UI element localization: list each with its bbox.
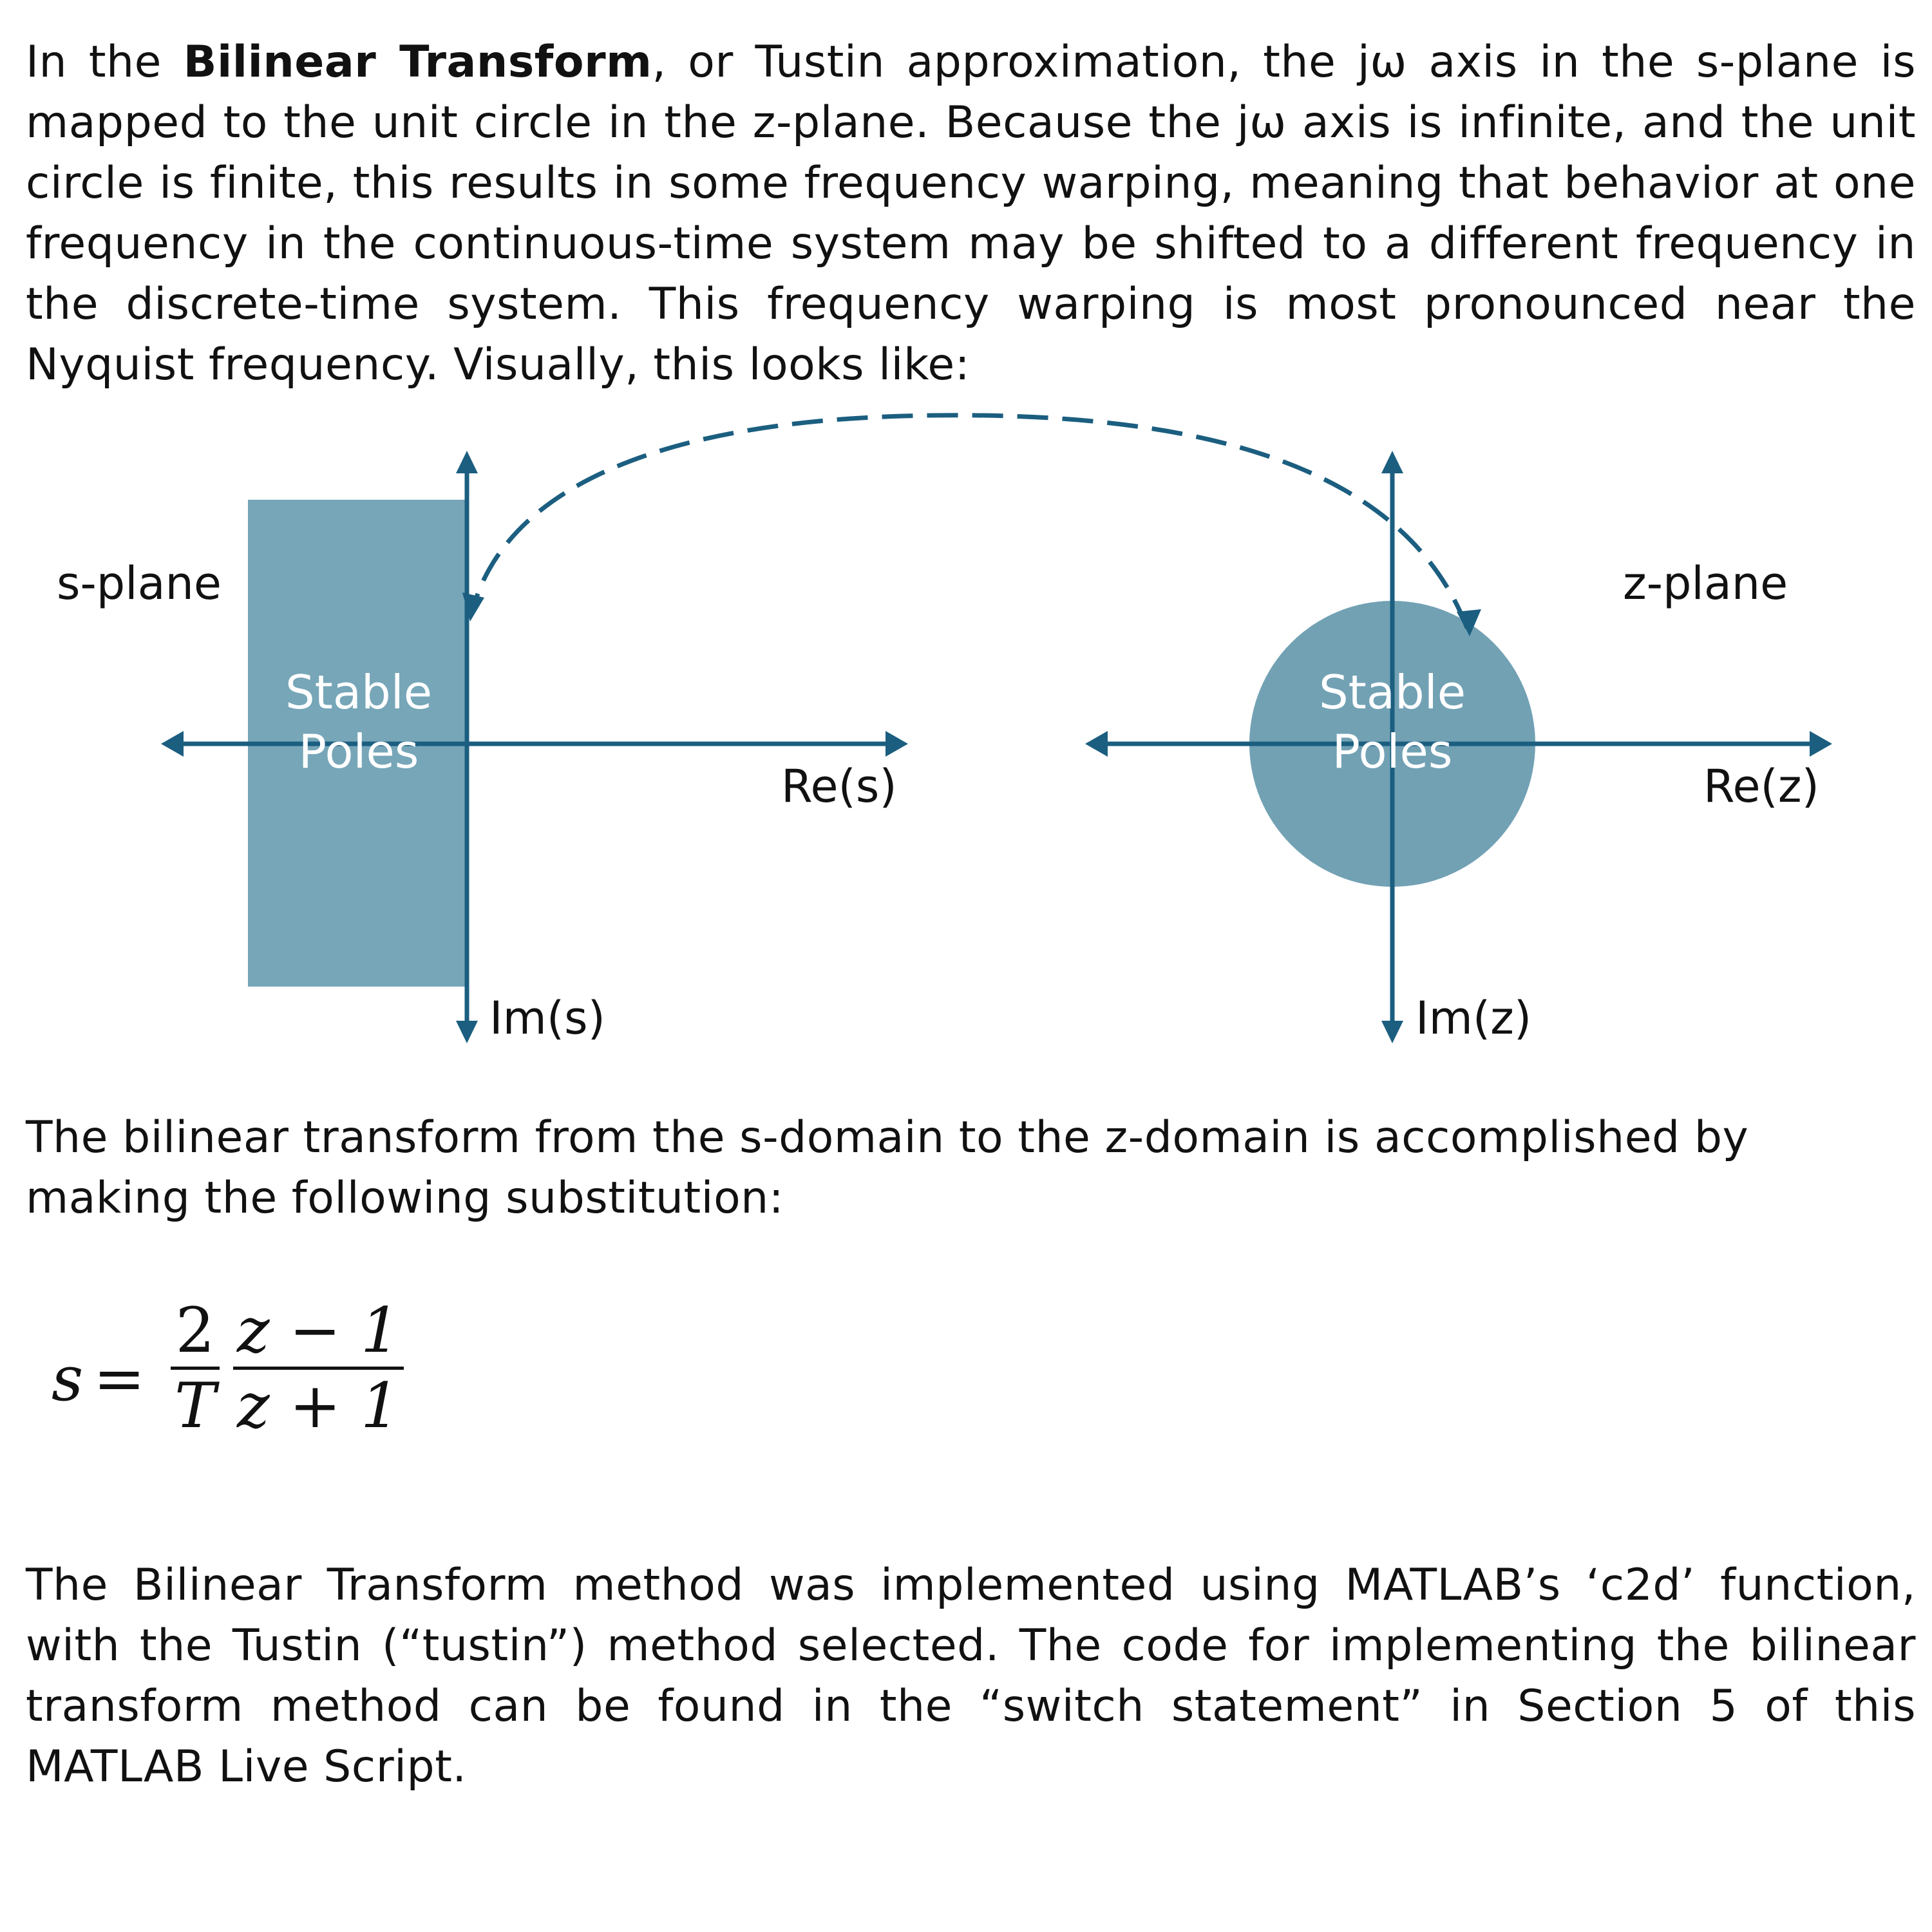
fraction-two-over-t: 2 T [171, 1294, 220, 1442]
s-stable-label-1: Stable [285, 665, 432, 719]
equation-lhs: s [52, 1343, 84, 1415]
s-stable-label-2: Poles [299, 724, 419, 779]
fraction1-denominator: T [175, 1370, 216, 1442]
z-real-axis-label: Re(z) [1703, 760, 1819, 813]
bilinear-transform-term: Bilinear Transform [183, 37, 652, 88]
matlab-paragraph: The Bilinear Transform method was implem… [26, 1560, 1916, 1792]
s-real-axis-left-arrow [161, 731, 184, 757]
z-real-axis-right-arrow [1810, 731, 1832, 757]
s-real-axis-right-arrow [886, 731, 908, 757]
equation-equals: = [93, 1343, 146, 1415]
mapping-diagram: s-plane Stable Poles Re(s) Im(s) z-plane… [57, 413, 1832, 1045]
s-plane: s-plane Stable Poles Re(s) Im(s) [57, 451, 908, 1045]
s-imag-axis-label: Im(s) [489, 992, 605, 1045]
fraction1-numerator: 2 [175, 1294, 215, 1367]
fraction2-bar [233, 1367, 404, 1370]
s-imag-axis-up-arrow [456, 451, 478, 473]
z-plane-title: z-plane [1623, 557, 1788, 610]
mapping-dashed-arrow [469, 413, 1470, 629]
z-stable-label-2: Poles [1332, 724, 1453, 779]
s-imag-axis-down-arrow [456, 1021, 478, 1043]
fraction2-denominator: z + 1 [237, 1370, 401, 1442]
s-real-axis-label: Re(s) [781, 760, 897, 813]
intro-body: , or Tustin approximation, the jω axis i… [26, 37, 1916, 390]
substitution-paragraph: The bilinear transform from the s-domain… [26, 1112, 1749, 1224]
z-imag-axis-label: Im(z) [1416, 992, 1531, 1045]
z-real-axis-left-arrow [1085, 731, 1108, 757]
z-imag-axis-up-arrow [1381, 451, 1403, 473]
z-stable-label-1: Stable [1319, 665, 1466, 719]
intro-lead: In the [26, 37, 184, 88]
z-plane: z-plane Stable Poles Re(z) Im(z) [1085, 451, 1832, 1045]
z-imag-axis-down-arrow [1381, 1021, 1403, 1043]
bilinear-equation: s = 2 T z − 1 z + 1 [52, 1294, 438, 1462]
fraction-z-ratio: z − 1 z + 1 [233, 1294, 404, 1442]
intro-paragraph: In the Bilinear Transform, or Tustin app… [26, 32, 1916, 395]
mapping-arrowhead-s [462, 592, 484, 621]
mapping-arrowhead-z [1457, 609, 1481, 636]
fraction1-bar [171, 1367, 220, 1370]
s-plane-title: s-plane [57, 557, 222, 610]
fraction2-numerator: z − 1 [237, 1294, 401, 1367]
